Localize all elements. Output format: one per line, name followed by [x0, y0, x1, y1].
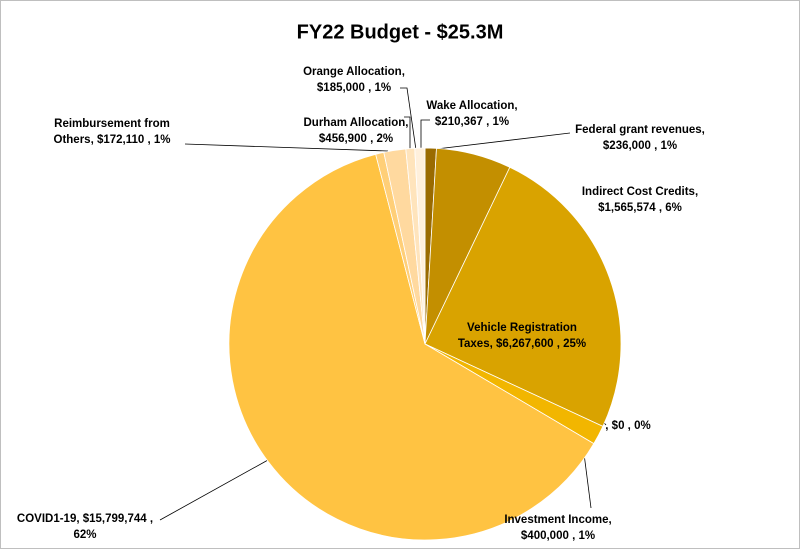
leader-line	[159, 459, 269, 521]
leader-line	[400, 87, 417, 151]
data-label: COVID1-19, $15,799,744 ,	[17, 513, 153, 525]
leader-lines	[159, 87, 607, 521]
data-label: , $0 , 0%	[605, 420, 650, 432]
data-label: Reimbursement from	[54, 118, 170, 130]
data-label: $456,900 , 2%	[319, 133, 393, 145]
data-label: Durham Allocation,	[304, 117, 409, 129]
data-label: Taxes, $6,267,600 , 25%	[458, 338, 586, 350]
pie	[228, 147, 622, 541]
pie-slice	[228, 153, 595, 541]
pie-slice	[414, 147, 426, 345]
pie-slice	[424, 166, 622, 427]
data-label: $210,367 , 1%	[435, 116, 509, 128]
leader-line	[404, 116, 411, 150]
data-label: $185,000 , 1%	[317, 82, 391, 94]
data-label: $400,000 , 1%	[521, 530, 595, 542]
data-label: Vehicle Registration	[467, 322, 577, 334]
data-label: Others, $172,110 , 1%	[54, 134, 171, 146]
data-label: Orange Allocation,	[303, 66, 405, 78]
data-label: 62%	[73, 529, 96, 541]
leader-line	[420, 119, 430, 150]
leader-line	[184, 143, 389, 152]
data-label: Indirect Cost Credits,	[582, 186, 698, 198]
data-label: Investment Income,	[504, 514, 611, 526]
data-label: Wake Allocation,	[426, 100, 517, 112]
data-label: Federal grant revenues,	[575, 124, 705, 136]
leader-line	[427, 132, 571, 151]
data-label: $236,000 , 1%	[603, 140, 677, 152]
data-label: $1,565,574 , 6%	[598, 202, 682, 214]
chart-title: FY22 Budget - $25.3M	[297, 21, 504, 43]
